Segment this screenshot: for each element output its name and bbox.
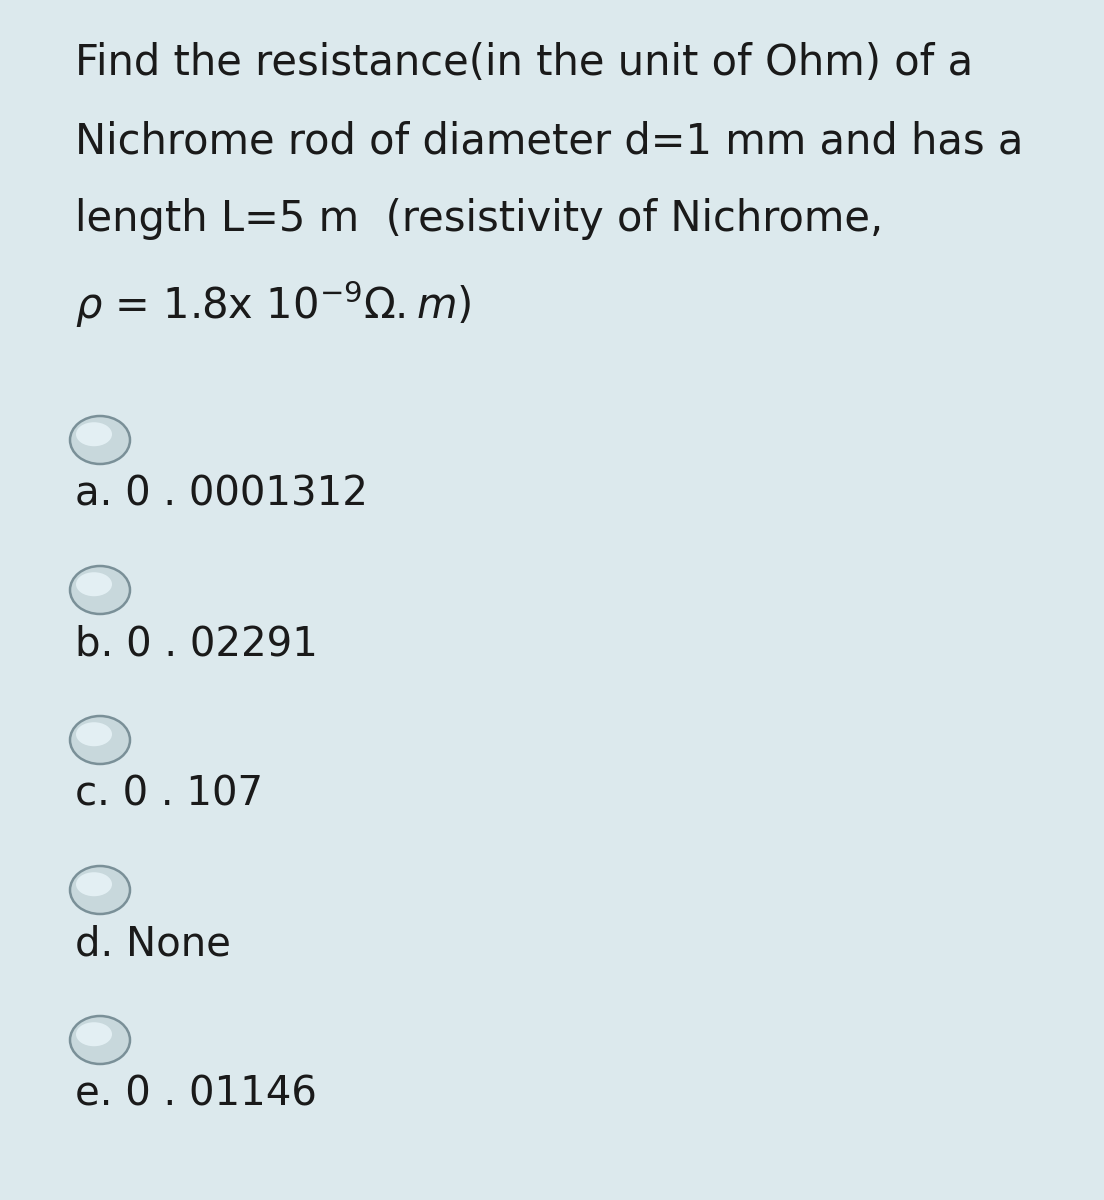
Ellipse shape: [70, 866, 130, 914]
Text: Nichrome rod of diameter d=1 mm and has a: Nichrome rod of diameter d=1 mm and has …: [75, 120, 1023, 162]
Ellipse shape: [70, 1016, 130, 1064]
Ellipse shape: [76, 722, 112, 746]
Ellipse shape: [76, 1022, 112, 1046]
Text: a. 0 . 0001312: a. 0 . 0001312: [75, 475, 368, 515]
Text: b. 0 . 02291: b. 0 . 02291: [75, 625, 318, 665]
Text: c. 0 . 107: c. 0 . 107: [75, 775, 263, 815]
Ellipse shape: [76, 422, 112, 446]
Text: Find the resistance(in the unit of Ohm) of a: Find the resistance(in the unit of Ohm) …: [75, 42, 973, 84]
Ellipse shape: [70, 566, 130, 614]
Text: d. None: d. None: [75, 925, 231, 965]
Ellipse shape: [76, 572, 112, 596]
Ellipse shape: [76, 872, 112, 896]
Ellipse shape: [70, 416, 130, 464]
Text: $\rho$ = 1.8x 10$^{-9}$$\Omega$$.m$): $\rho$ = 1.8x 10$^{-9}$$\Omega$$.m$): [75, 278, 471, 330]
Text: length L=5 m  (resistivity of Nichrome,: length L=5 m (resistivity of Nichrome,: [75, 198, 883, 240]
Text: e. 0 . 01146: e. 0 . 01146: [75, 1075, 317, 1115]
Ellipse shape: [70, 716, 130, 764]
